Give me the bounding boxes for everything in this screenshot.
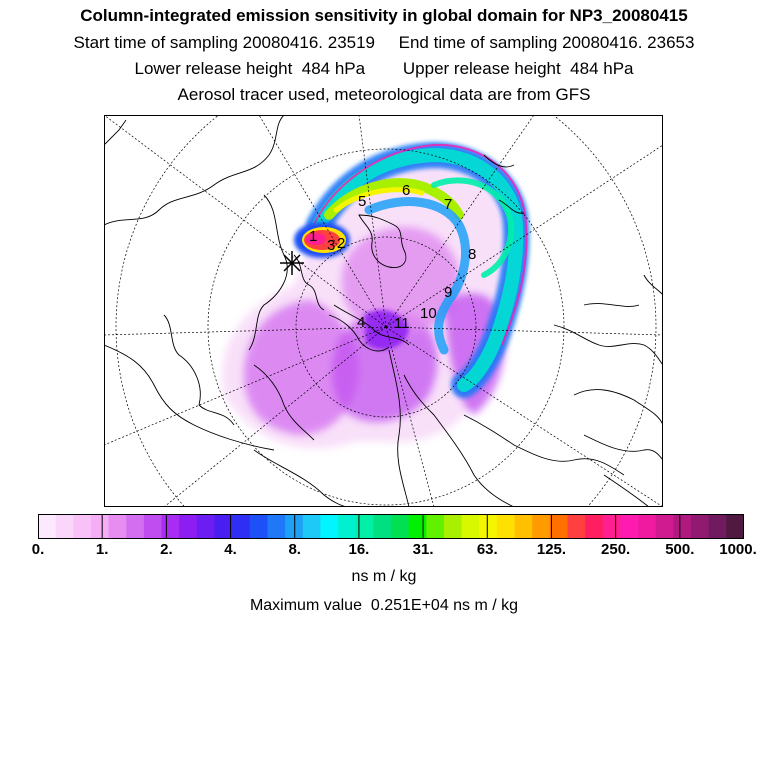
color-swatch bbox=[108, 514, 127, 539]
color-swatch bbox=[585, 514, 604, 539]
day-label-11: 11 bbox=[394, 315, 410, 332]
day-label-5: 5 bbox=[358, 193, 366, 210]
color-swatch bbox=[549, 514, 568, 539]
color-swatch bbox=[726, 514, 745, 539]
color-swatch bbox=[143, 514, 163, 539]
day-label-10: 10 bbox=[420, 305, 437, 322]
color-scale-tick-label: 63. bbox=[476, 541, 498, 558]
color-swatch bbox=[532, 514, 551, 539]
color-swatch bbox=[73, 514, 92, 539]
color-scale-tick-label: 125. bbox=[536, 541, 567, 558]
color-swatch bbox=[391, 514, 410, 539]
graticule bbox=[104, 115, 663, 507]
day-label-6: 6 bbox=[402, 182, 410, 199]
tracer-info-line: Aerosol tracer used, meteorological data… bbox=[177, 85, 591, 104]
color-swatch bbox=[355, 514, 374, 539]
color-scale-tick-label: 1000. bbox=[719, 541, 757, 558]
color-scale-tick-label: 4. bbox=[224, 541, 237, 558]
color-scale-unit: ns m / kg bbox=[351, 568, 417, 585]
color-swatch bbox=[55, 514, 74, 539]
color-swatch bbox=[673, 514, 692, 539]
sensitivity-plume bbox=[222, 141, 530, 449]
color-swatch bbox=[496, 514, 516, 539]
color-scale-tick-label: 250. bbox=[601, 541, 631, 558]
emission-sensitivity-map: 1 2 3 4 5 6 7 8 9 10 11 bbox=[104, 115, 663, 507]
color-swatch bbox=[708, 514, 727, 539]
color-swatch bbox=[338, 514, 357, 539]
day-label-4: 4 bbox=[357, 314, 365, 331]
color-swatch bbox=[249, 514, 268, 539]
color-swatch bbox=[373, 514, 392, 539]
day-label-2: 2 bbox=[337, 235, 345, 252]
day-label-3: 3 bbox=[327, 237, 335, 254]
color-swatch bbox=[126, 514, 145, 539]
figure-title: Column-integrated emission sensitivity i… bbox=[80, 6, 688, 25]
color-scale-tick-label: 500. bbox=[665, 541, 695, 558]
color-swatch bbox=[461, 514, 480, 539]
color-scale-tick-label: 2. bbox=[160, 541, 173, 558]
color-swatch bbox=[285, 514, 304, 539]
color-swatch bbox=[567, 514, 586, 539]
color-swatch bbox=[90, 514, 110, 539]
color-scale-bar bbox=[37, 514, 745, 539]
release-height-line: Lower release height 484 hPa Upper relea… bbox=[134, 59, 634, 78]
color-swatch bbox=[443, 514, 463, 539]
color-swatch bbox=[514, 514, 533, 539]
color-scale-tick-label: 8. bbox=[288, 541, 301, 558]
color-scale-tick-label: 31. bbox=[412, 541, 434, 558]
color-swatch bbox=[196, 514, 215, 539]
color-swatch bbox=[479, 514, 498, 539]
color-swatch bbox=[602, 514, 621, 539]
color-scale-tick-label: 16. bbox=[348, 541, 370, 558]
color-swatch bbox=[655, 514, 674, 539]
day-label-7: 7 bbox=[444, 196, 452, 213]
color-swatch bbox=[691, 514, 710, 539]
day-label-1: 1 bbox=[309, 228, 317, 245]
color-swatch bbox=[161, 514, 180, 539]
color-swatch bbox=[232, 514, 251, 539]
color-swatch bbox=[179, 514, 198, 539]
color-swatch bbox=[426, 514, 445, 539]
maximum-value-text: Maximum value 0.251E+04 ns m / kg bbox=[249, 597, 519, 614]
release-location-marker bbox=[280, 251, 304, 275]
color-swatch bbox=[638, 514, 657, 539]
color-swatch bbox=[320, 514, 339, 539]
color-scale-tick-label: 0. bbox=[31, 541, 45, 558]
color-scale-tick-label: 1. bbox=[95, 541, 109, 558]
color-swatch bbox=[267, 514, 286, 539]
color-swatch bbox=[408, 514, 427, 539]
color-swatch bbox=[38, 514, 57, 539]
sampling-time-line: Start time of sampling 20080416. 23519 E… bbox=[73, 33, 695, 52]
color-swatch bbox=[214, 514, 233, 539]
day-label-8: 8 bbox=[468, 246, 476, 263]
day-label-9: 9 bbox=[444, 284, 452, 301]
color-swatch bbox=[620, 514, 639, 539]
color-swatch bbox=[302, 514, 321, 539]
coastlines bbox=[104, 115, 663, 507]
